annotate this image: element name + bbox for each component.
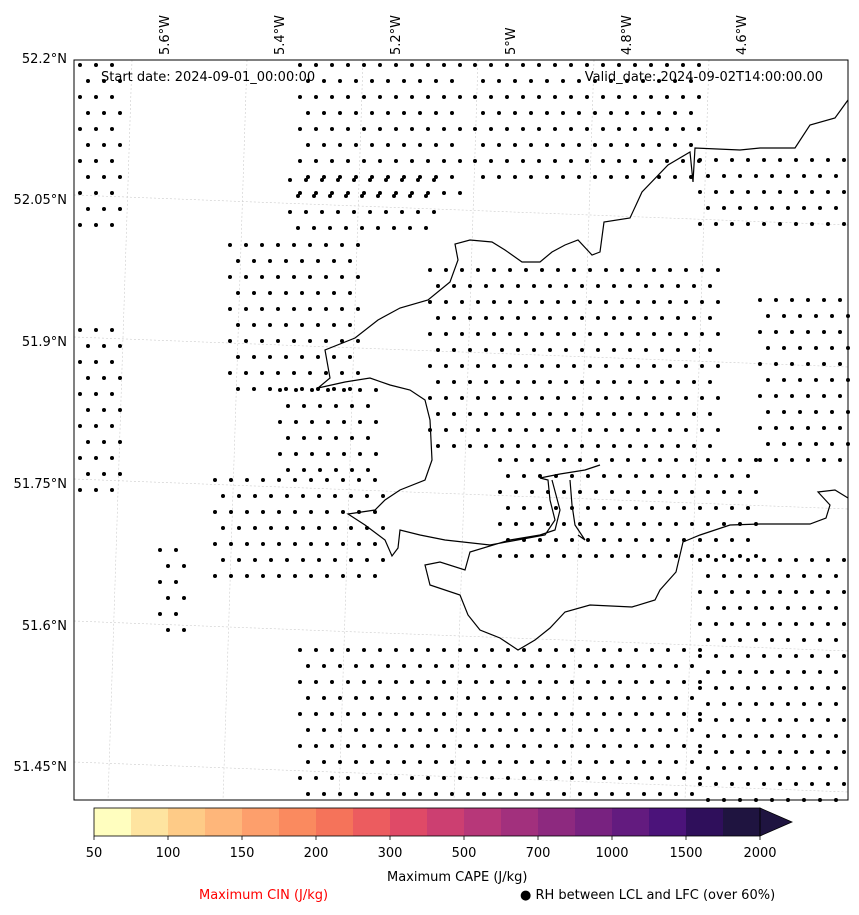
meridian-line	[222, 59, 248, 801]
meridian-line	[684, 59, 710, 801]
cin-legend-label: Maximum CIN (J/kg)	[199, 888, 329, 903]
parallel-line	[73, 194, 849, 226]
colorbar-tick-label: 1500	[669, 846, 703, 861]
colorbar-tick-label: 2000	[743, 846, 777, 861]
lat-label: 51.9°N	[21, 335, 67, 350]
colorbar-segment	[464, 808, 501, 836]
parallel-line	[73, 336, 849, 368]
colorbar-segment	[612, 808, 649, 836]
lon-label: 5.4°W	[273, 14, 288, 55]
parallel-line	[73, 620, 849, 652]
lat-label: 51.45°N	[13, 760, 67, 775]
colorbar-frame	[93, 807, 761, 837]
lat-label: 52.2°N	[21, 52, 67, 67]
colorbar-label: Maximum CAPE (J/kg)	[387, 870, 528, 885]
meridian-line	[453, 59, 479, 801]
start-date-label: Start date: 2024-09-01_00:00:00	[101, 70, 316, 85]
lat-label: 52.05°N	[13, 193, 67, 208]
colorbar-segment	[94, 808, 131, 836]
colorbar-extend-arrow	[759, 807, 793, 837]
meridian-line	[107, 59, 133, 801]
meridian-line	[338, 59, 364, 801]
colorbar-segment	[316, 808, 353, 836]
coastline	[317, 99, 849, 651]
colorbar-segment	[242, 808, 279, 836]
colorbar-segment	[686, 808, 723, 836]
colorbar	[93, 807, 793, 840]
lon-label: 5°W	[504, 27, 519, 55]
colorbar-tick-label: 300	[377, 846, 403, 861]
colorbar-segment	[649, 808, 686, 836]
map-frame	[73, 59, 849, 801]
valid-date-label: Valid_date: 2024-09-02T14:00:00.00	[584, 70, 823, 85]
rh-legend-label: ● RH between LCL and LFC (over 60%)	[520, 888, 776, 903]
colorbar-segment	[131, 808, 168, 836]
colorbar-tick-label: 200	[303, 846, 329, 861]
colorbar-segment	[279, 808, 316, 836]
lat-label: 51.6°N	[21, 619, 67, 634]
lon-label: 5.6°W	[158, 14, 173, 55]
colorbar-tick-label: 700	[525, 846, 551, 861]
lon-label: 5.2°W	[389, 14, 404, 55]
colorbar-tick-label: 100	[155, 846, 181, 861]
lat-label: 51.75°N	[13, 477, 67, 492]
colorbar-segment	[575, 808, 612, 836]
graticule	[73, 59, 849, 801]
colorbar-segment	[390, 808, 427, 836]
rh-dots	[78, 63, 850, 802]
lon-label: 4.6°W	[735, 14, 750, 55]
parallel-line	[73, 478, 849, 510]
colorbar-tick-label: 1000	[595, 846, 629, 861]
colorbar-segment	[538, 808, 575, 836]
meridian-line	[569, 59, 595, 801]
colorbar-segment	[168, 808, 205, 836]
lon-label: 4.8°W	[620, 14, 635, 55]
colorbar-segment	[501, 808, 538, 836]
colorbar-tick-label: 500	[451, 846, 477, 861]
parallel-line	[73, 761, 849, 793]
colorbar-segment	[427, 808, 464, 836]
colorbar-segment	[205, 808, 242, 836]
colorbar-tick-label: 50	[85, 846, 103, 861]
colorbar-segment	[723, 808, 760, 836]
colorbar-segment	[353, 808, 390, 836]
colorbar-tick-label: 150	[229, 846, 255, 861]
